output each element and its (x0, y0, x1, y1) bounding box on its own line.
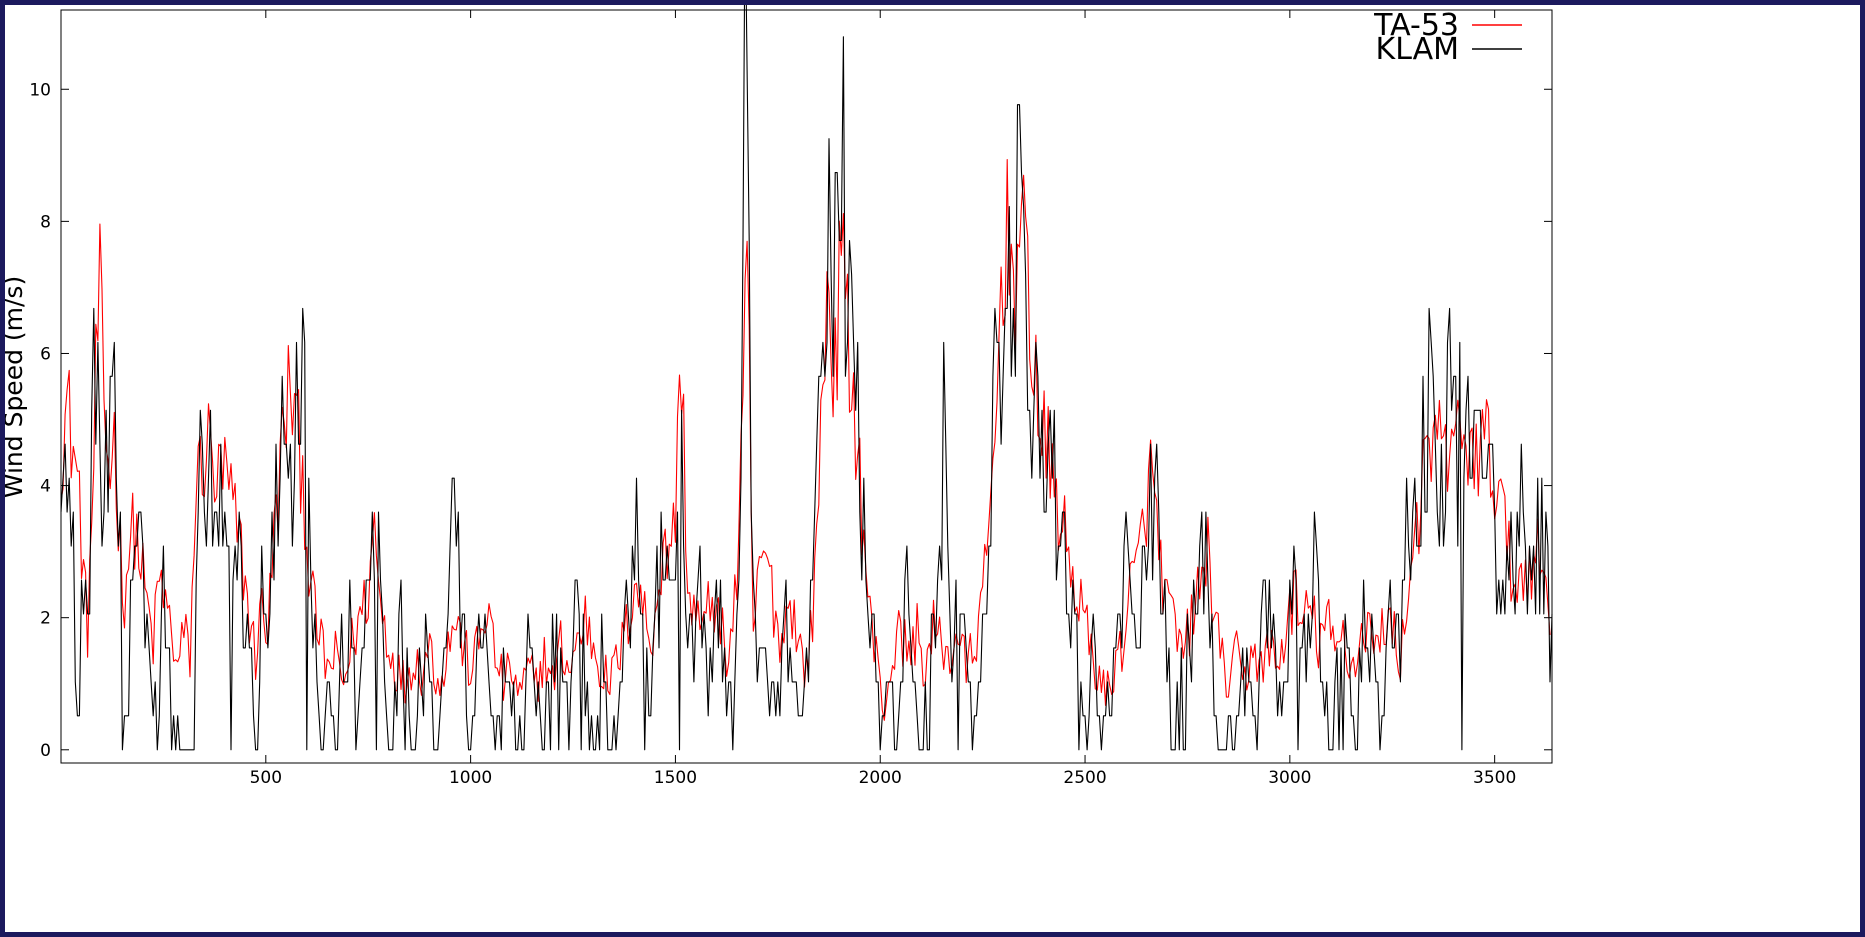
ticks-layer: 500 1000 1500 2000 2500 3000 3500 0 2 4 6 8 10 (29, 10, 1552, 788)
plot-border (60, 9, 1553, 764)
y-axis-title: Wind Speed (m/s) (5, 276, 28, 498)
y-tick-label: 2 (40, 609, 51, 629)
x-tick-label: 3000 (1268, 768, 1311, 788)
legend-label: TA-53 (1373, 8, 1459, 43)
y-tick-label: 8 (40, 212, 51, 232)
y-tick-label: 4 (40, 477, 51, 497)
x-tick-label: 1000 (449, 768, 492, 788)
x-tick-label: 2500 (1063, 768, 1106, 788)
series-line-klam (60, 5, 1553, 751)
series-layer (60, 5, 1553, 751)
y-tick-label: 0 (40, 741, 51, 761)
y-tick-label: 10 (29, 80, 51, 100)
chart-frame: 500 1000 1500 2000 2500 3000 3500 0 2 4 6 8 10 Wind … (5, 5, 1860, 932)
x-tick-label: 500 (250, 768, 282, 788)
x-tick-label: 3500 (1473, 768, 1516, 788)
legend-label: KLAM (1376, 32, 1459, 67)
y-tick-label: 6 (40, 344, 51, 364)
wind-speed-chart: 500 1000 1500 2000 2500 3000 3500 0 2 4 6 8 10 Wind … (5, 5, 1553, 788)
x-tick-label: 2000 (859, 768, 902, 788)
x-tick-label: 1500 (654, 768, 697, 788)
